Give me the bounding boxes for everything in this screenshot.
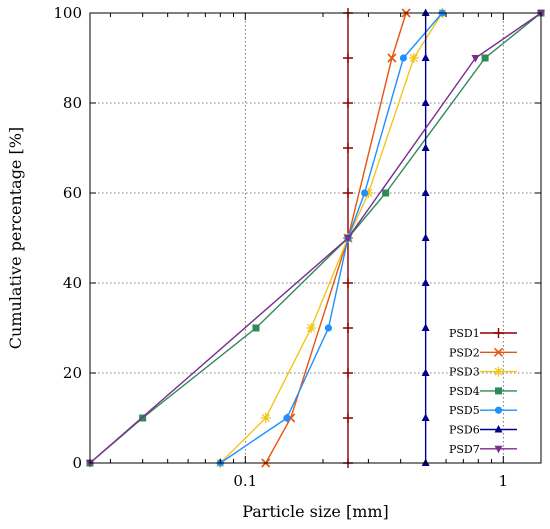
- tick-layer: 0 20 40 60 80 100 0.1 1: [53, 4, 541, 490]
- y-tick-label: 0: [72, 454, 82, 472]
- data-point: [421, 8, 430, 16]
- data-point: [421, 278, 430, 286]
- data-point: [342, 98, 353, 108]
- y-axis-title: Cumulative percentage [%]: [6, 127, 25, 349]
- series-psd6: [421, 8, 430, 466]
- data-point: [324, 324, 333, 332]
- plot-frame: [89, 12, 542, 464]
- legend-label: PSD3: [449, 366, 480, 379]
- series-psd7: [86, 10, 545, 468]
- data-point: [421, 233, 430, 241]
- data-point: [260, 413, 271, 423]
- data-point: [252, 324, 260, 332]
- data-point: [421, 53, 430, 61]
- y-tick-label: 80: [63, 94, 82, 112]
- legend-item-psd4: PSD4: [449, 385, 517, 398]
- grid-layer: [90, 13, 541, 463]
- y-tick-label: 60: [63, 184, 82, 202]
- y-tick-label: 40: [63, 274, 82, 292]
- data-point: [343, 235, 352, 243]
- data-point: [494, 445, 503, 454]
- data-point: [342, 323, 353, 333]
- data-point: [495, 387, 502, 395]
- legend-label: PSD5: [449, 404, 480, 417]
- legend-item-psd5: PSD5: [449, 404, 517, 417]
- legend: PSD1 PSD2 PSD3 PSD4 PSD5 PSD6 PSD7: [449, 327, 517, 456]
- data-point: [342, 368, 353, 378]
- x-axis-title: Particle size [mm]: [242, 502, 389, 521]
- x-tick-label: 1: [499, 472, 509, 490]
- series-psd3: [215, 8, 448, 468]
- data-point: [421, 368, 430, 376]
- series-line: [219, 12, 443, 464]
- data-point: [399, 54, 408, 62]
- data-point: [408, 53, 419, 63]
- data-point: [306, 323, 317, 333]
- data-point: [421, 143, 430, 151]
- data-point: [342, 188, 353, 198]
- data-point: [382, 189, 390, 197]
- series-layer: [86, 8, 545, 468]
- data-point: [421, 323, 430, 331]
- data-point: [342, 278, 353, 288]
- data-point: [421, 98, 430, 106]
- series-line: [219, 12, 443, 464]
- legend-item-psd1: PSD1: [449, 327, 517, 340]
- data-point: [471, 55, 480, 63]
- data-point: [342, 413, 353, 423]
- series-psd2: [261, 8, 411, 468]
- data-point: [493, 328, 504, 338]
- series-psd5: [216, 9, 446, 467]
- data-point: [421, 188, 430, 196]
- legend-label: PSD7: [449, 443, 480, 456]
- series-line: [89, 12, 542, 464]
- data-point: [494, 425, 503, 433]
- series-line: [265, 12, 407, 464]
- y-tick-label: 20: [63, 364, 82, 382]
- data-point: [363, 188, 374, 198]
- legend-item-psd7: PSD7: [449, 443, 517, 456]
- y-tick-label: 100: [53, 4, 82, 22]
- legend-item-psd6: PSD6: [449, 424, 517, 437]
- legend-label: PSD2: [449, 346, 480, 359]
- data-point: [494, 406, 503, 414]
- data-point: [481, 54, 489, 62]
- data-point: [421, 413, 430, 421]
- data-point: [493, 366, 504, 377]
- x-tick-label: 0.1: [233, 472, 257, 490]
- data-point: [342, 143, 353, 153]
- legend-item-psd3: PSD3: [449, 366, 517, 379]
- legend-label: PSD6: [449, 424, 480, 437]
- legend-label: PSD4: [449, 385, 480, 398]
- series-psd4: [86, 9, 545, 467]
- data-point: [86, 460, 94, 468]
- data-point: [361, 189, 369, 197]
- data-point: [283, 414, 291, 422]
- data-point: [387, 53, 397, 63]
- data-point: [342, 53, 353, 63]
- legend-label: PSD1: [449, 327, 480, 340]
- legend-item-psd2: PSD2: [449, 346, 517, 359]
- data-point: [493, 347, 504, 357]
